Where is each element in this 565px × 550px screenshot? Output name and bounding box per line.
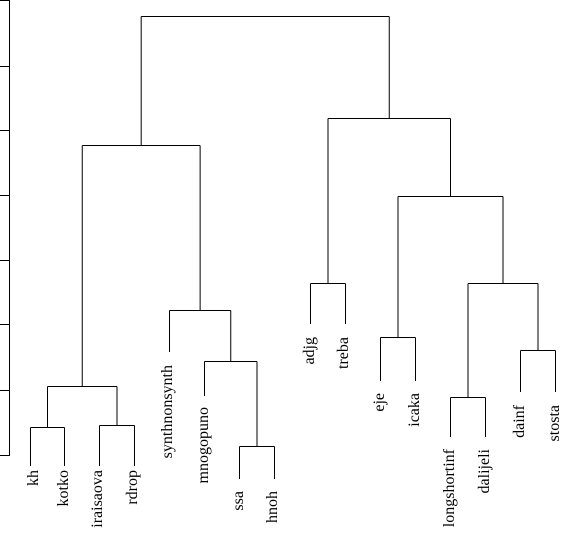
leaf-label-rdrop: rdrop (124, 470, 141, 505)
leaf-label-synthnonsynth: synthnonsynth (159, 365, 176, 458)
leaf-label-kh: kh (25, 470, 42, 486)
leaf-label-longshortinf: longshortinf (441, 448, 458, 527)
leaf-label-eje: eje (371, 393, 388, 412)
leaf-label-stosta: stosta (546, 405, 563, 441)
leaf-labels: kh kotko iraisaova rdrop synthnonsynth m… (25, 337, 563, 528)
leaf-label-mnogopuno: mnogopuno (195, 407, 212, 483)
leaf-label-ssa: ssa (230, 491, 247, 511)
leaf-label-dalijeli: dalijeli (476, 448, 493, 493)
leaf-label-adjg: adjg (301, 337, 318, 365)
leaf-label-kotko: kotko (55, 470, 72, 506)
leaf-label-hnoh: hnoh (264, 491, 281, 523)
leaf-label-dainf: dainf (511, 404, 528, 438)
leaf-label-treba: treba (335, 337, 352, 369)
leaf-label-icaka: icaka (406, 393, 423, 427)
y-axis (0, 0, 10, 456)
dendrogram-branches (30, 16, 556, 479)
leaf-label-iraisaova: iraisaova (89, 470, 106, 528)
